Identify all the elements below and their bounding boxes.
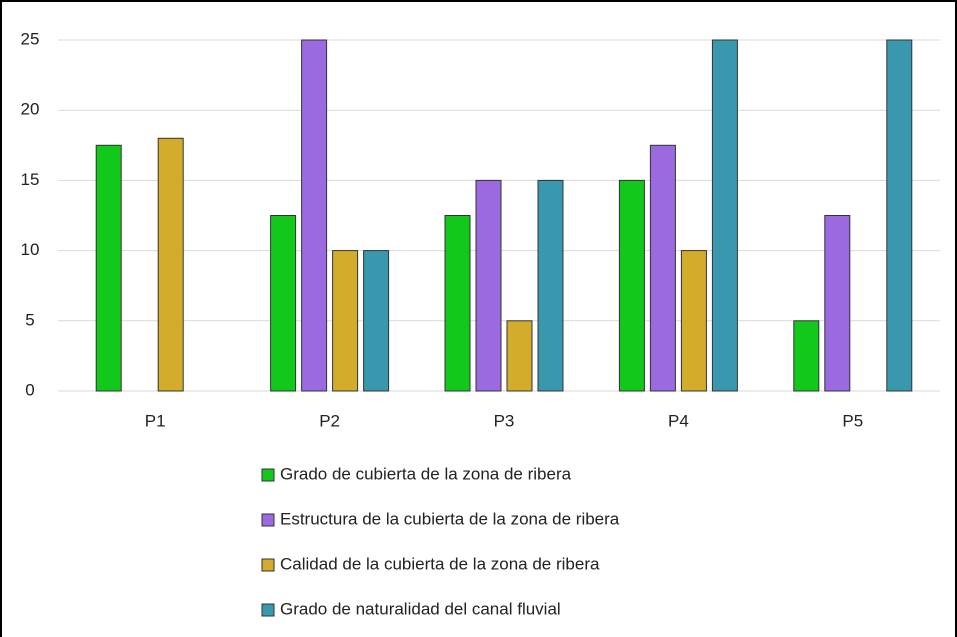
legend-label: Calidad de la cubierta de la zona de rib…	[280, 554, 600, 573]
bar	[824, 215, 851, 392]
legend-swatch	[261, 603, 275, 617]
y-tick-label: 0	[25, 380, 34, 399]
bar	[711, 39, 738, 392]
x-tick-label: P4	[668, 411, 689, 430]
bar	[157, 137, 184, 392]
legend-swatch	[261, 468, 275, 482]
legend-label: Grado de cubierta de la zona de ribera	[280, 464, 572, 483]
legend-swatch	[261, 513, 275, 527]
x-tick-label: P2	[319, 411, 340, 430]
legend-label: Grado de naturalidad del canal fluvial	[280, 599, 561, 618]
bar	[270, 215, 297, 392]
bar	[618, 179, 645, 392]
legend-swatch	[261, 558, 275, 572]
y-tick-label: 5	[25, 310, 34, 329]
bar	[95, 144, 122, 392]
x-tick-label: P3	[494, 411, 515, 430]
bar	[793, 320, 820, 392]
x-tick-label: P1	[145, 411, 166, 430]
bar	[363, 250, 390, 392]
bar	[301, 39, 328, 392]
bar	[444, 215, 471, 392]
legend-label: Estructura de la cubierta de la zona de …	[280, 509, 620, 528]
x-tick-label: P5	[842, 411, 863, 430]
y-tick-label: 15	[21, 170, 40, 189]
bar	[332, 250, 359, 392]
bar	[475, 179, 502, 392]
bar	[537, 179, 564, 392]
bar	[886, 39, 913, 392]
y-tick-label: 25	[21, 29, 40, 48]
bar	[680, 250, 707, 392]
bar	[506, 320, 533, 392]
bar	[649, 144, 676, 392]
y-tick-label: 20	[21, 100, 40, 119]
y-tick-label: 10	[21, 240, 40, 259]
